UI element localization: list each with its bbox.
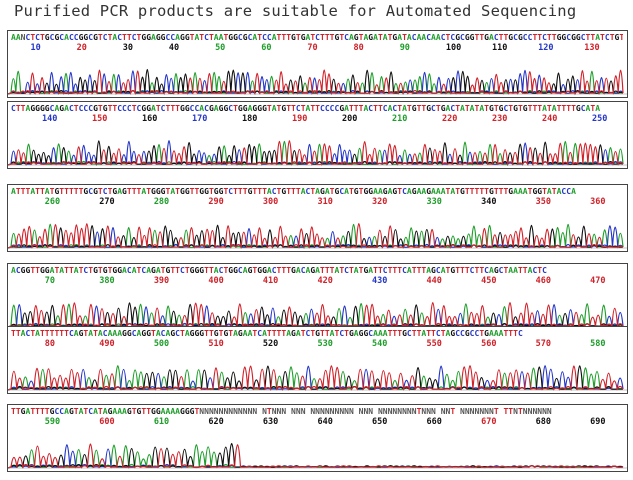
position-label: 440 — [426, 276, 442, 286]
base-call-sequence: AANCTCTGCGCACCGGCGTCTACTTCTGGAGGCCAGGTAT… — [11, 33, 623, 42]
position-label: 330 — [426, 197, 442, 207]
position-label: 70 — [307, 43, 318, 53]
base-call-sequence: TTGATTTTGCCAGTATCATAGAAAGTGTTGGAAAAGGGTN… — [11, 407, 552, 416]
position-label: 220 — [442, 114, 458, 124]
trace-svg — [8, 223, 627, 250]
position-label: 660 — [426, 417, 442, 427]
trace-T — [8, 223, 624, 250]
position-label: 340 — [481, 197, 497, 207]
trace-panel: ACGGTTGGATATTATCTGTGTGGACATCAGATGTTCTGGG… — [7, 263, 628, 331]
position-label: 550 — [426, 339, 442, 349]
position-label: 670 — [481, 417, 497, 427]
position-label: 150 — [92, 114, 108, 124]
position-label: 60 — [261, 43, 272, 53]
position-label: 190 — [292, 114, 308, 124]
position-label: 230 — [492, 114, 508, 124]
position-label: 560 — [481, 339, 497, 349]
position-label: 460 — [535, 276, 551, 286]
position-label: 420 — [317, 276, 333, 286]
position-label: 180 — [242, 114, 258, 124]
position-label: 320 — [372, 197, 388, 207]
position-label: 360 — [590, 197, 606, 207]
trace-panel: TTACTATTTTTTCAGTATACAAAGGCAGGTACAGCTAGGG… — [7, 326, 628, 394]
position-label: 430 — [372, 276, 388, 286]
position-label: 170 — [192, 114, 208, 124]
base-call-sequence: ACGGTTGGATATTATCTGTGTGGACATCAGATGTTCTGGG… — [11, 266, 547, 275]
position-label: 300 — [262, 197, 279, 207]
position-label: 490 — [99, 339, 115, 349]
position-label: 240 — [542, 114, 558, 124]
trace-svg — [8, 140, 627, 167]
position-label: 260 — [44, 197, 61, 207]
position-label: 620 — [208, 417, 224, 427]
position-label: 580 — [590, 339, 606, 349]
position-label: 500 — [153, 339, 170, 349]
position-label: 650 — [372, 417, 388, 427]
position-label: 510 — [208, 339, 224, 349]
position-label: 20 — [76, 43, 87, 53]
base-call-sequence: TTACTATTTTTTCAGTATACAAAGGCAGGTACAGCTAGGG… — [11, 329, 523, 338]
trace-G — [8, 302, 624, 328]
trace-panel: CTTAGGGGCAGACTCCCGTGTTCCCTCGGATCTTTGGCCA… — [7, 101, 628, 169]
trace-panel: TTGATTTTGCCAGTATCATAGAAAGTGTTGGAAAAGGGTN… — [7, 404, 628, 472]
trace-T — [8, 365, 624, 392]
position-label: 310 — [317, 197, 333, 207]
position-label: 390 — [153, 276, 170, 286]
trace-T — [8, 69, 624, 96]
trace-T — [8, 302, 624, 329]
position-label: 50 — [215, 43, 226, 53]
position-label: 410 — [262, 276, 279, 286]
position-label: 270 — [99, 197, 115, 207]
position-label: 350 — [535, 197, 551, 207]
position-label: 30 — [122, 43, 134, 53]
trace-svg — [8, 365, 627, 392]
position-label: 100 — [445, 43, 462, 53]
position-label: 640 — [317, 417, 333, 427]
position-label: 280 — [153, 197, 170, 207]
position-label: 120 — [538, 43, 554, 53]
position-label: 570 — [535, 339, 551, 349]
position-label: 200 — [342, 114, 358, 124]
position-label: 380 — [99, 276, 115, 286]
position-label: 250 — [592, 114, 608, 124]
position-label: 80 — [353, 43, 364, 53]
position-label: 10 — [30, 43, 41, 53]
position-label: 70 — [44, 276, 55, 286]
position-label: 610 — [153, 417, 170, 427]
trace-panel: AANCTCTGCGCACCGGCGTCTACTTCTGGAGGCCAGGTAT… — [7, 30, 628, 98]
position-label: 540 — [372, 339, 388, 349]
trace-svg — [8, 69, 627, 96]
position-label: 90 — [399, 43, 410, 53]
position-label: 400 — [208, 276, 224, 286]
position-label: 630 — [262, 417, 279, 427]
position-label: 450 — [481, 276, 497, 286]
position-label: 680 — [535, 417, 551, 427]
position-label: 470 — [590, 276, 606, 286]
position-label: 80 — [44, 339, 55, 349]
position-label: 520 — [262, 339, 279, 349]
base-call-sequence: ATTTATTATGTTTTTGCGTCTGAGTTTATGGGTATGGTTG… — [11, 187, 576, 196]
trace-T — [8, 443, 624, 469]
trace-G — [8, 224, 624, 250]
position-label: 110 — [492, 43, 508, 53]
position-label: 590 — [44, 417, 61, 427]
position-label: 140 — [42, 114, 58, 124]
position-label: 600 — [99, 417, 115, 427]
trace-svg — [8, 443, 627, 469]
chromatogram-title: Purified PCR products are suitable for A… — [14, 2, 577, 20]
position-label: 290 — [208, 197, 224, 207]
position-label: 130 — [584, 43, 600, 53]
position-label: 40 — [168, 43, 180, 53]
trace-panel: ATTTATTATGTTTTTGCGTCTGAGTTTATGGGTATGGTTG… — [7, 184, 628, 252]
position-label: 690 — [590, 417, 606, 427]
position-label: 530 — [317, 339, 333, 349]
position-label: 210 — [392, 114, 408, 124]
trace-T — [8, 140, 624, 167]
base-call-sequence: CTTAGGGGCAGACTCCCGTGTTCCCTCGGATCTTTGGCCA… — [11, 104, 601, 113]
position-label: 160 — [142, 114, 158, 124]
